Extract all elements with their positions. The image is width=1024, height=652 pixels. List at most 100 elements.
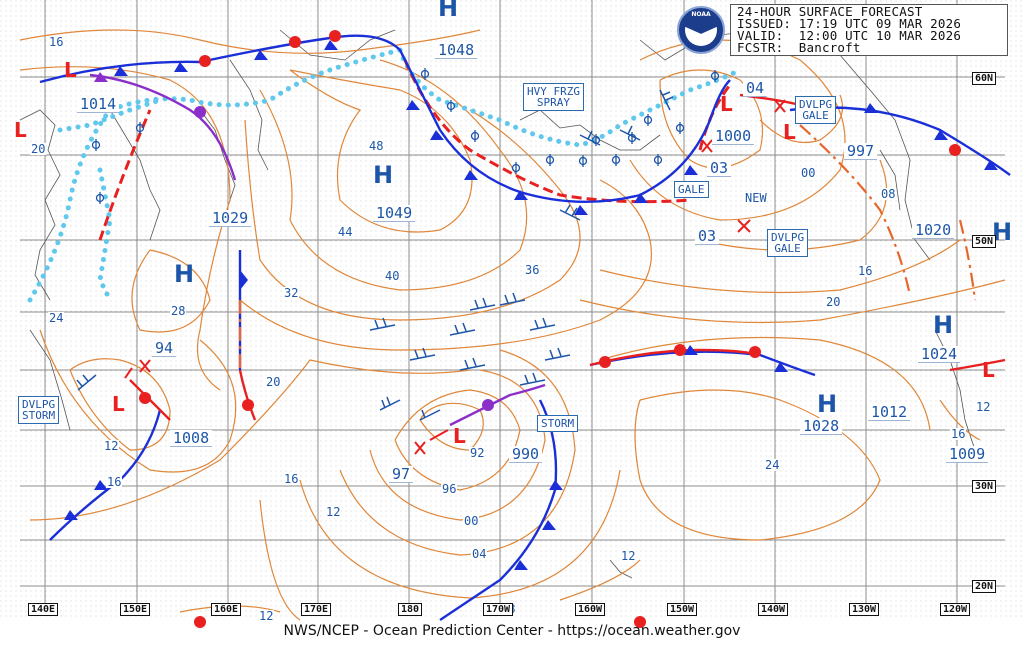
pressure-value: 1029 xyxy=(209,210,252,227)
cold-front-triangles xyxy=(64,40,998,570)
troughs xyxy=(238,124,977,370)
issued-time: ISSUED: 17:19 UTC 09 MAR 2026 xyxy=(737,16,962,31)
pressure-value: 1024 xyxy=(918,346,961,363)
isobar-label: 40 xyxy=(384,269,401,283)
warning-dvlpg-storm: DVLPG STORM xyxy=(18,396,60,424)
wind-barbs xyxy=(76,89,674,421)
footer-credit: NWS/NCEP - Ocean Prediction Center - htt… xyxy=(283,623,741,639)
forecaster: FCSTR: Bancroft xyxy=(737,40,861,55)
pressure-value: 1014 xyxy=(77,96,120,113)
longitude-label: 150W xyxy=(667,603,698,616)
longitude-label: 130W xyxy=(849,603,880,616)
isobar-label: 12 xyxy=(620,549,637,563)
isobar-label: 20 xyxy=(30,142,47,156)
isobar-label: 24 xyxy=(48,311,65,325)
isobar-label: 20 xyxy=(825,295,842,309)
low-pressure-label: L xyxy=(453,424,466,448)
isobar-label: 00 xyxy=(800,166,817,180)
isobar-label: 20 xyxy=(265,375,282,389)
noaa-logo: NOAA xyxy=(677,6,725,54)
isobar-label: 12 xyxy=(325,505,342,519)
isobar-label: 44 xyxy=(337,225,354,239)
pressure-value: 997 xyxy=(844,143,878,160)
low-pressure-label: L xyxy=(783,120,796,144)
low-pressure-label: L xyxy=(982,358,995,382)
high-pressure-label: H xyxy=(373,161,394,189)
isobar-label: 04 xyxy=(471,547,488,561)
low-pressure-label: L xyxy=(112,392,125,416)
ice-edge xyxy=(27,47,743,303)
isobar-label: 16 xyxy=(48,35,65,49)
isobar-label: 16 xyxy=(106,475,123,489)
isobar-label: 16 xyxy=(950,427,967,441)
longitude-label: 170E xyxy=(301,603,332,616)
noaa-gull-icon xyxy=(685,26,717,46)
longitude-label: 160E xyxy=(211,603,242,616)
warning-storm: STORM xyxy=(537,415,579,432)
isobar-label: 48 xyxy=(368,139,385,153)
isobar-label: 08 xyxy=(880,187,897,201)
isobar-label: 12 xyxy=(258,609,275,623)
isobar-label: 28 xyxy=(170,304,187,318)
high-pressure-label: H xyxy=(992,218,1013,246)
warning-gale: GALE xyxy=(674,181,709,198)
isobar-label: 12 xyxy=(975,400,992,414)
isobar-label: 00 xyxy=(463,514,480,528)
occluded-front-marks xyxy=(94,72,494,411)
longitude-label: 170W xyxy=(483,603,514,616)
pressure-value: 1049 xyxy=(373,205,416,222)
low-pressure-label: L xyxy=(64,58,77,82)
pressure-value: 04 xyxy=(743,80,768,97)
pressure-value: 1009 xyxy=(946,446,989,463)
pressure-value: 94 xyxy=(152,340,177,357)
high-pressure-label: H xyxy=(933,311,954,339)
occluded-fronts xyxy=(89,73,546,427)
low-center-marks xyxy=(124,99,786,455)
isobar-label: 24 xyxy=(764,458,781,472)
longitude-label: 140E xyxy=(28,603,59,616)
forecast-title-block: 24-HOUR SURFACE FORECAST ISSUED: 17:19 U… xyxy=(730,4,1008,56)
warning-dvlpg-gale: DVLPG GALE xyxy=(795,96,837,124)
isobar-label: 36 xyxy=(524,263,541,277)
longitude-label: 160W xyxy=(575,603,606,616)
longitude-label: 120W xyxy=(940,603,971,616)
latitude-label: 60N xyxy=(972,72,997,85)
isobar-label: 16 xyxy=(857,264,874,278)
latitude-label: 50N xyxy=(972,235,997,248)
latitude-label: 20N xyxy=(972,580,997,593)
isobar-label: 96 xyxy=(441,482,458,496)
pressure-value: 03 xyxy=(695,228,720,245)
high-pressure-label: H xyxy=(174,260,195,288)
pressure-value: 1012 xyxy=(868,404,911,421)
isobar-label: 32 xyxy=(283,286,300,300)
warning-hvy-frzg-spray: HVY FRZG SPRAY xyxy=(523,83,584,111)
latitude-label: 30N xyxy=(972,480,997,493)
pressure-value: 1000 xyxy=(712,128,755,145)
pressure-value: 97 xyxy=(389,466,414,483)
isobar-label: 12 xyxy=(103,439,120,453)
pressure-value: 1048 xyxy=(435,42,478,59)
valid-time: VALID: 12:00 UTC 10 MAR 2026 xyxy=(737,28,962,43)
cold-fronts xyxy=(39,34,1011,621)
warm-front-semicircles xyxy=(139,30,961,628)
isobar-label: 16 xyxy=(283,472,300,486)
isobars xyxy=(19,29,1006,621)
forecast-title: 24-HOUR SURFACE FORECAST xyxy=(737,4,923,19)
longitude-label: 140W xyxy=(758,603,789,616)
longitude-label: 180 xyxy=(398,603,423,616)
new-label: NEW xyxy=(744,191,768,205)
icing-symbols xyxy=(91,68,720,204)
high-pressure-label: H xyxy=(817,390,838,418)
pressure-value: 990 xyxy=(509,446,543,463)
pressure-value: 1020 xyxy=(912,222,955,239)
longitude-label: 150E xyxy=(120,603,151,616)
noaa-logo-text: NOAA xyxy=(691,11,711,18)
low-pressure-label: L xyxy=(720,92,733,116)
pressure-value: 1028 xyxy=(800,418,843,435)
low-pressure-label: L xyxy=(14,118,27,142)
pressure-value: 03 xyxy=(707,160,732,177)
isobar-label: 92 xyxy=(469,446,486,460)
warning-dvlpg-gale: DVLPG GALE xyxy=(767,229,809,257)
